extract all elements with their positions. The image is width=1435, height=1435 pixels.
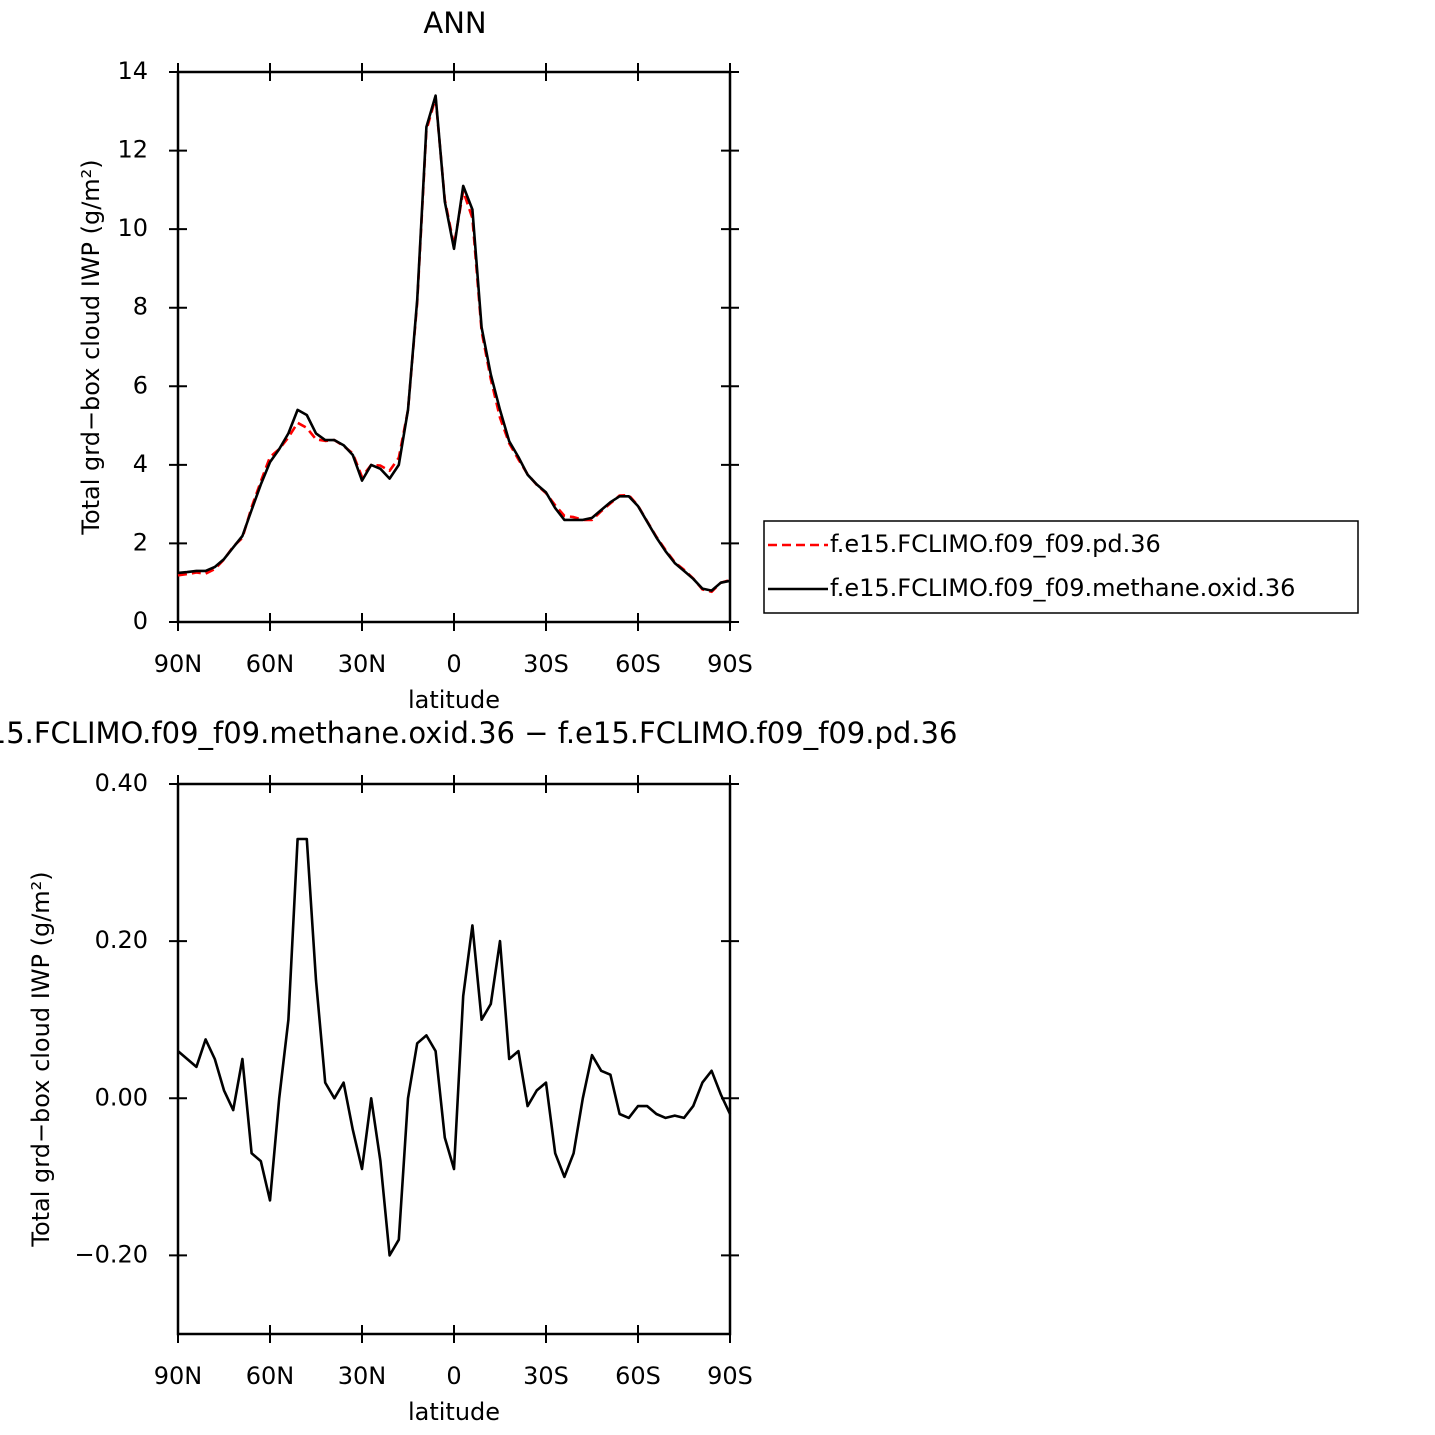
x-tick-label: 30N: [338, 1362, 387, 1390]
y-tick-label: 10: [117, 214, 148, 242]
x-tick-label: 60S: [615, 1362, 661, 1390]
x-tick-label: 0: [446, 1362, 461, 1390]
x-axis-label: latitude: [408, 686, 500, 714]
y-tick-label: 12: [117, 136, 148, 164]
y-tick-label: 0.00: [95, 1083, 148, 1111]
data-line: [177, 837, 732, 1257]
y-tick-label: 14: [117, 57, 148, 85]
x-tick-label: 30S: [523, 650, 569, 678]
x-axis-label: latitude: [408, 1398, 500, 1426]
y-axis-label: Total grd−box cloud IWP (g/m²): [77, 159, 105, 535]
y-tick-label: 0.20: [95, 926, 148, 954]
x-tick-label: 90N: [154, 650, 203, 678]
x-tick-label: 60S: [615, 650, 661, 678]
legend-label: f.e15.FCLIMO.f09_f09.methane.oxid.36: [830, 574, 1295, 602]
x-tick-label: 0: [446, 650, 461, 678]
x-tick-label: 90N: [154, 1362, 203, 1390]
x-tick-label: 90S: [707, 650, 753, 678]
data-line: [177, 94, 731, 592]
chart-title: ANN: [423, 6, 486, 40]
y-tick-label: 2: [133, 528, 148, 556]
plot-frame: [176, 70, 732, 624]
plot-frame: [176, 782, 732, 1336]
data-line: [177, 96, 731, 594]
chart-title: f.e15.FCLIMO.f09_f09.methane.oxid.36 − f…: [0, 716, 957, 750]
y-tick-label: 6: [133, 371, 148, 399]
x-tick-label: 90S: [707, 1362, 753, 1390]
y-tick-label: 4: [133, 450, 148, 478]
x-tick-label: 60N: [246, 1362, 295, 1390]
legend-label: f.e15.FCLIMO.f09_f09.pd.36: [830, 530, 1161, 558]
x-tick-label: 60N: [246, 650, 295, 678]
y-tick-label: 0.40: [95, 769, 148, 797]
y-tick-label: 0: [133, 607, 148, 635]
x-tick-label: 30N: [338, 650, 387, 678]
legend-box: [763, 520, 1359, 614]
y-axis-label: Total grd−box cloud IWP (g/m²): [27, 871, 55, 1247]
y-tick-label: −0.20: [74, 1240, 148, 1268]
x-tick-label: 30S: [523, 1362, 569, 1390]
y-tick-label: 8: [133, 293, 148, 321]
